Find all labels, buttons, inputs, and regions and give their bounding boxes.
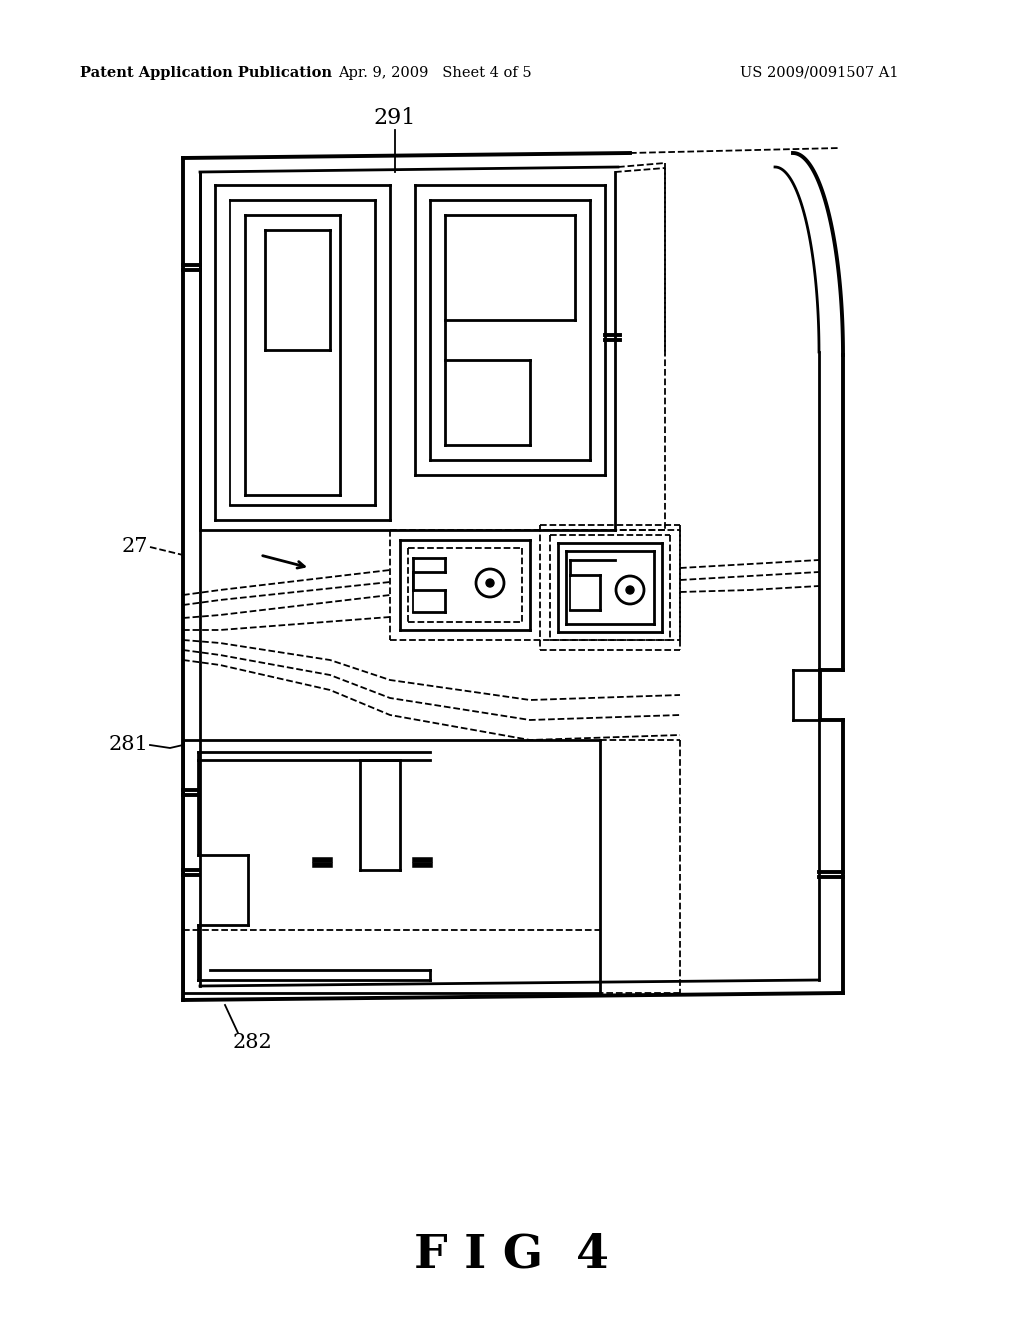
Text: 282: 282	[232, 1034, 272, 1052]
Text: 291: 291	[374, 107, 416, 129]
Text: Apr. 9, 2009   Sheet 4 of 5: Apr. 9, 2009 Sheet 4 of 5	[338, 66, 531, 81]
Text: F I G  4: F I G 4	[415, 1232, 609, 1278]
Text: Patent Application Publication: Patent Application Publication	[80, 66, 332, 81]
Circle shape	[626, 586, 634, 594]
Text: US 2009/0091507 A1: US 2009/0091507 A1	[740, 66, 898, 81]
Circle shape	[486, 579, 494, 587]
Text: 27: 27	[122, 537, 148, 557]
Text: 281: 281	[109, 735, 148, 755]
